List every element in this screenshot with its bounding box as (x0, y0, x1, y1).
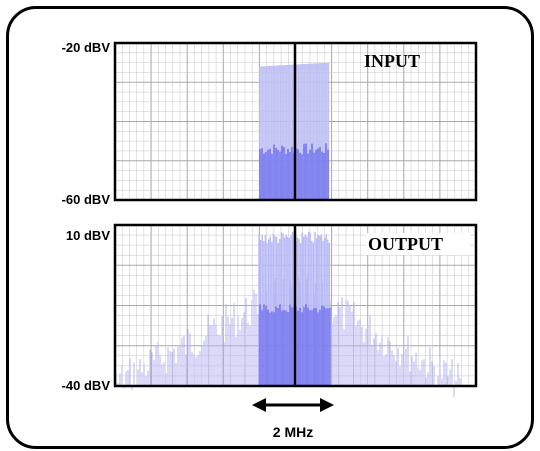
output-title-backdrop (366, 233, 470, 255)
output-spectrum (115, 231, 461, 397)
input-title: INPUT (364, 51, 420, 71)
output-plot-border (113, 223, 478, 388)
input-ymax-label: -20 dBV (62, 40, 111, 55)
input-plot-border (113, 41, 478, 202)
bandwidth-arrow-left-head (252, 398, 266, 412)
bandwidth-annotation: 2 MHz (252, 398, 334, 440)
input-ymin-label: -60 dBV (62, 192, 111, 207)
output-title: OUTPUT (368, 234, 443, 254)
output-ymax-label: 10 dBV (66, 228, 110, 243)
input-panel: -20 dBV -60 dBV INPUT (62, 40, 478, 207)
bandwidth-arrow-right-head (320, 398, 334, 412)
output-panel: 10 dBV -40 dBV OUTPUT (62, 223, 478, 397)
output-ymin-label: -40 dBV (62, 378, 111, 393)
input-grid (115, 43, 476, 200)
bandwidth-label: 2 MHz (273, 424, 313, 440)
